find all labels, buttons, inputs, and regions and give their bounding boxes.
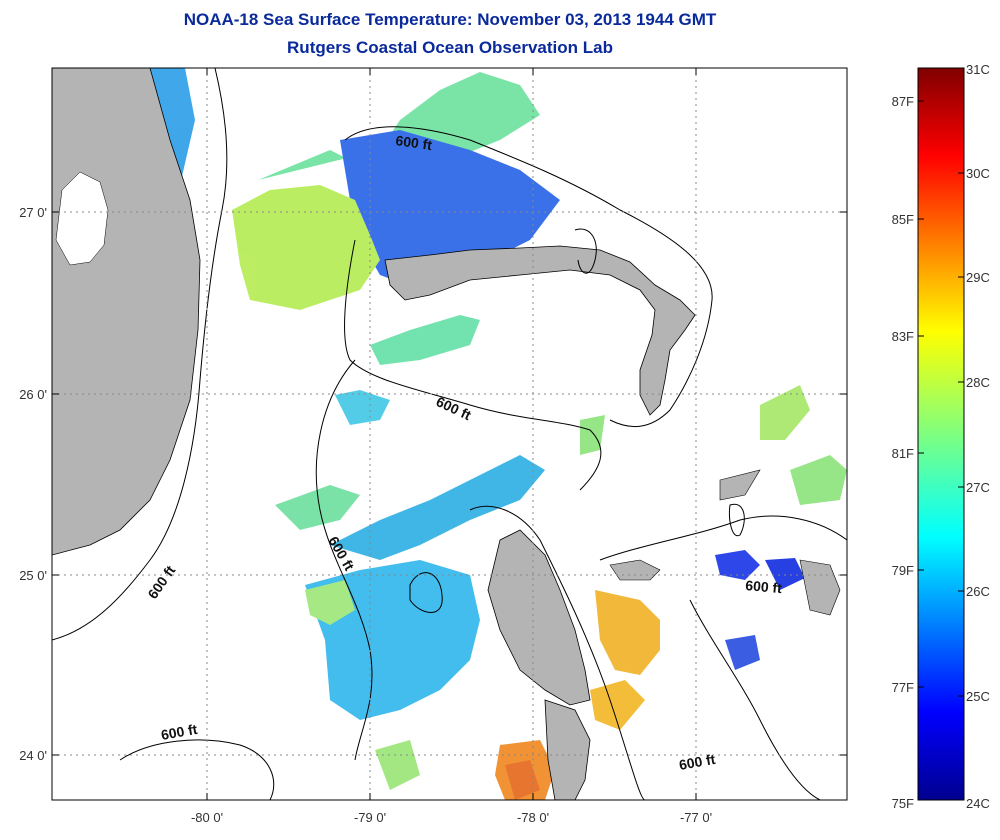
eleuthera-north	[719, 469, 761, 501]
lon-tick-label: -80 0'	[191, 810, 223, 825]
lat-tick-label: 27 0'	[19, 205, 47, 220]
map-title: NOAA-18 Sea Surface Temperature: Novembe…	[183, 10, 717, 29]
contour-label-1: 600 ft	[395, 132, 434, 153]
sst-patch	[335, 390, 390, 425]
sst-patch	[275, 485, 360, 530]
colorbar-celsius-label: 26C	[966, 584, 990, 599]
colorbar-celsius-label: 29C	[966, 270, 990, 285]
sst-patch	[330, 455, 545, 560]
contour-line	[344, 239, 602, 491]
contour-line	[599, 515, 847, 561]
sst-patch	[715, 550, 760, 580]
map-subtitle: Rutgers Coastal Ocean Observation Lab	[287, 38, 613, 57]
contour-loop	[574, 228, 597, 274]
contour-line	[119, 739, 275, 800]
colorbar: 31C 30C 29C 28C 27C 26C 25C 24C 87F 85F …	[892, 62, 990, 811]
bathymetry-contours	[52, 68, 847, 800]
colorbar-fahrenheit-label: 81F	[892, 446, 914, 461]
longitude-labels: -80 0' -79 0' -78 0' -77 0'	[191, 810, 712, 825]
colorbar-fahrenheit-label: 77F	[892, 680, 914, 695]
lat-tick-label: 24 0'	[19, 748, 47, 763]
colorbar-gradient	[917, 67, 965, 801]
colorbar-celsius-label: 27C	[966, 480, 990, 495]
contour-label-5: 600 ft	[745, 577, 783, 596]
graticule	[52, 68, 847, 800]
contour-line	[689, 599, 821, 800]
lake-okeechobee	[55, 171, 109, 266]
colorbar-celsius-label: 25C	[966, 689, 990, 704]
colorbar-celsius-label: 24C	[966, 796, 990, 811]
sst-patch	[305, 580, 355, 625]
lat-tick-label: 26 0'	[19, 387, 47, 402]
colorbar-fahrenheit-label: 85F	[892, 212, 914, 227]
lon-tick-label: -77 0'	[680, 810, 712, 825]
sst-patch	[590, 680, 645, 730]
contour-label-6: 600 ft	[160, 721, 199, 743]
contour-line	[469, 505, 646, 800]
lon-tick-label: -78 0'	[517, 810, 549, 825]
lat-tick-label: 25 0'	[19, 568, 47, 583]
contour-line	[52, 68, 228, 641]
contour-loop	[409, 572, 443, 613]
colorbar-fahrenheit-label: 83F	[892, 329, 914, 344]
colorbar-fahrenheit-label: 87F	[892, 94, 914, 109]
sst-patch	[790, 455, 847, 505]
colorbar-fahrenheit-label: 75F	[892, 796, 914, 811]
colorbar-celsius-label: 30C	[966, 166, 990, 181]
cat-island	[799, 559, 841, 616]
sst-patch	[580, 415, 605, 455]
latitude-labels: 27 0' 26 0' 25 0' 24 0'	[19, 205, 47, 763]
andros-island	[487, 529, 591, 706]
contour-line	[315, 359, 373, 761]
axis-ticks	[52, 68, 847, 800]
sst-patch	[258, 72, 540, 180]
colorbar-celsius-label: 31C	[966, 62, 990, 77]
map-content: 600 ft 600 ft 600 ft 600 ft 600 ft 600 f…	[52, 68, 847, 800]
south-andros	[544, 699, 591, 800]
land-layer	[52, 68, 841, 800]
colorbar-celsius-label: 28C	[966, 375, 990, 390]
sst-patch	[765, 558, 805, 590]
sst-patch	[725, 635, 760, 670]
contour-label-7: 600 ft	[678, 751, 717, 773]
colorbar-ticks	[918, 100, 964, 697]
lon-tick-label: -79 0'	[354, 810, 386, 825]
sst-patch	[760, 385, 810, 440]
sst-patch	[505, 760, 540, 800]
sst-patch	[595, 590, 660, 675]
contour-line	[344, 126, 713, 428]
contour-loop	[729, 503, 745, 537]
map-frame	[51, 67, 848, 801]
grand-bahama-abaco	[384, 245, 696, 416]
sst-patch	[375, 740, 420, 790]
sst-patch	[370, 315, 480, 365]
sst-patch	[232, 185, 380, 310]
colorbar-fahrenheit-label: 79F	[892, 563, 914, 578]
